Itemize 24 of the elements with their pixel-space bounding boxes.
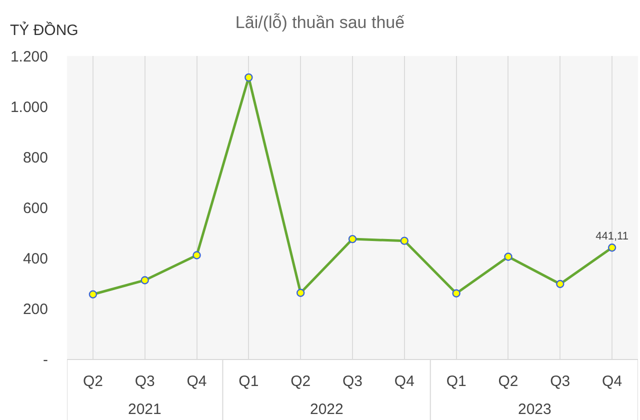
- x-tick-label: Q2: [290, 373, 311, 390]
- y-axis-title: TỶ ĐỒNG: [10, 21, 78, 39]
- x-tick-label: Q1: [238, 373, 259, 390]
- y-tick-label: -: [43, 351, 48, 368]
- x-tick-label: Q4: [602, 373, 622, 390]
- text: 2022: [310, 401, 344, 418]
- text: 2023: [518, 401, 552, 418]
- x-tick-label: Q1: [446, 373, 466, 390]
- x-tick-label: Q2: [82, 373, 103, 390]
- y-tick-label: 200: [22, 300, 48, 318]
- x-tick-label: Q3: [134, 373, 155, 390]
- y-tick-label: 600: [22, 200, 48, 217]
- y-tick-label: 400: [22, 250, 48, 268]
- y-tick-label: 800: [22, 149, 48, 166]
- x-tick-label: Q3: [550, 373, 570, 390]
- x-tick-label: Q2: [498, 373, 518, 390]
- chart-title: Lãi/(lỗ) thuần sau thuế: [235, 12, 406, 32]
- y-tick-label: 1.200: [10, 48, 48, 66]
- x-tick-label: Q4: [394, 373, 414, 390]
- text: 2021: [128, 401, 162, 418]
- y-tick-label: 1.000: [10, 98, 48, 116]
- x-tick-label: Q4: [186, 373, 207, 390]
- x-tick-label: Q3: [342, 373, 363, 390]
- data-label: 441,11: [596, 230, 628, 242]
